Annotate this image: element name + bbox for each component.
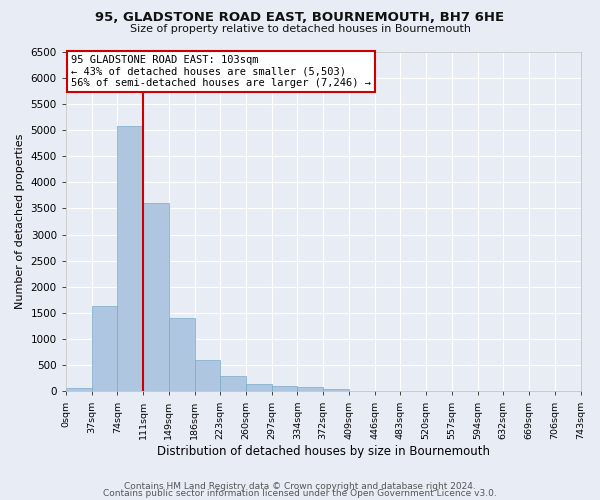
Bar (349, 391, 374, 392)
Bar (143, 203, 169, 392)
Text: Contains public sector information licensed under the Open Government Licence v3: Contains public sector information licen… (103, 489, 497, 498)
Text: 95 GLADSTONE ROAD EAST: 103sqm
← 43% of detached houses are smaller (5,503)
56% : 95 GLADSTONE ROAD EAST: 103sqm ← 43% of … (71, 55, 371, 88)
Text: Size of property relative to detached houses in Bournemouth: Size of property relative to detached ho… (130, 24, 470, 34)
Bar (66, 388, 92, 392)
Bar (298, 387, 323, 392)
Bar (92, 306, 118, 392)
Text: Contains HM Land Registry data © Crown copyright and database right 2024.: Contains HM Land Registry data © Crown c… (124, 482, 476, 491)
Bar (323, 390, 349, 392)
Bar (118, 126, 143, 392)
Text: 95, GLADSTONE ROAD EAST, BOURNEMOUTH, BH7 6HE: 95, GLADSTONE ROAD EAST, BOURNEMOUTH, BH… (95, 11, 505, 24)
Bar (272, 386, 298, 392)
Y-axis label: Number of detached properties: Number of detached properties (15, 134, 25, 309)
Bar (246, 384, 272, 392)
Bar (220, 376, 246, 392)
Bar (169, 318, 194, 392)
Bar (194, 360, 220, 392)
X-axis label: Distribution of detached houses by size in Bournemouth: Distribution of detached houses by size … (157, 444, 490, 458)
